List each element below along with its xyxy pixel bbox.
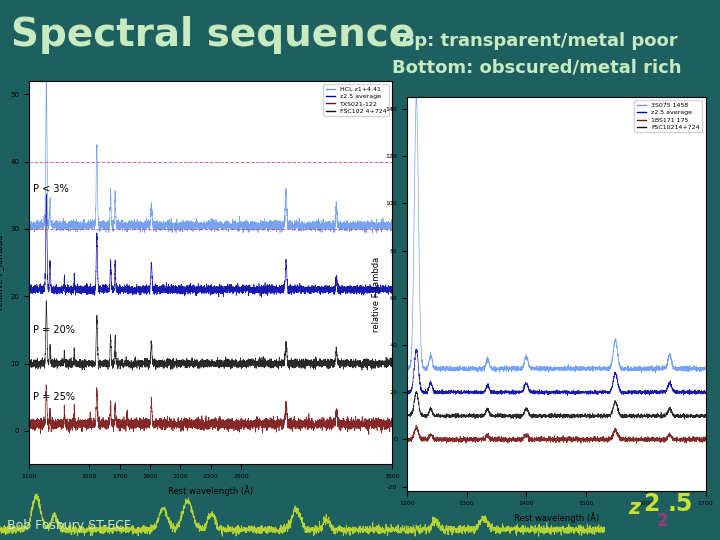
Text: Bob Fosbury ST-ECF: Bob Fosbury ST-ECF xyxy=(7,519,131,532)
Text: 2: 2 xyxy=(657,512,668,530)
Text: P = 20%: P = 20% xyxy=(33,325,75,335)
Text: 2: 2 xyxy=(643,492,660,516)
Legend: HCL z1+4.41, z2.5 average, TXS021-122, FSC102 4+724: HCL z1+4.41, z2.5 average, TXS021-122, F… xyxy=(323,84,390,116)
Text: Top: transparent/metal poor
Bottom: obscured/metal rich: Top: transparent/metal poor Bottom: obsc… xyxy=(392,32,682,77)
Text: P = 25%: P = 25% xyxy=(33,393,76,402)
Text: Spectral sequence: Spectral sequence xyxy=(11,16,415,54)
Y-axis label: relative F_lambda: relative F_lambda xyxy=(0,235,4,310)
Text: P < 3%: P < 3% xyxy=(33,184,69,194)
X-axis label: Rest wavelength (Å): Rest wavelength (Å) xyxy=(168,485,253,496)
Text: z: z xyxy=(628,498,640,518)
X-axis label: Rest wavelength (Å): Rest wavelength (Å) xyxy=(513,512,599,523)
Y-axis label: relative F_lambda: relative F_lambda xyxy=(371,256,379,332)
Text: .5: .5 xyxy=(667,492,693,516)
Legend: 3S075 1458, z2.5 average, 1BS171 175, FSC10214+724: 3S075 1458, z2.5 average, 1BS171 175, FS… xyxy=(634,100,703,132)
